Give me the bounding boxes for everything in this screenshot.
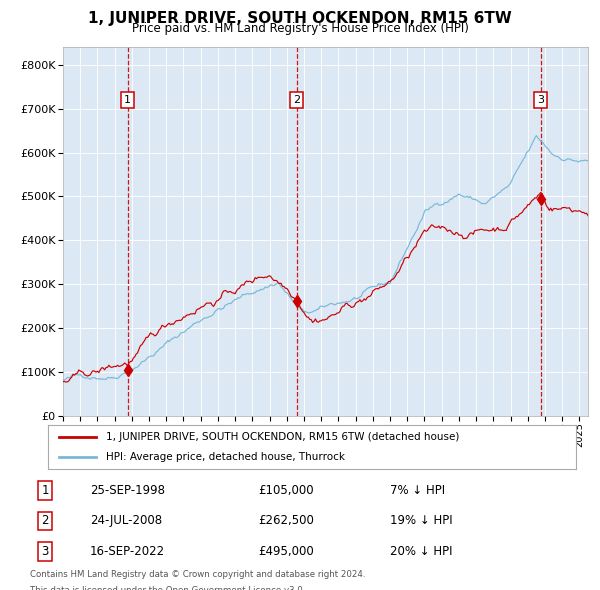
Text: Contains HM Land Registry data © Crown copyright and database right 2024.: Contains HM Land Registry data © Crown c… [30, 570, 365, 579]
Text: 1, JUNIPER DRIVE, SOUTH OCKENDON, RM15 6TW: 1, JUNIPER DRIVE, SOUTH OCKENDON, RM15 6… [88, 11, 512, 25]
Text: £495,000: £495,000 [258, 545, 314, 558]
Text: 25-SEP-1998: 25-SEP-1998 [90, 484, 165, 497]
Text: 2: 2 [41, 514, 49, 527]
Text: Price paid vs. HM Land Registry's House Price Index (HPI): Price paid vs. HM Land Registry's House … [131, 22, 469, 35]
Text: 3: 3 [41, 545, 49, 558]
Text: £262,500: £262,500 [258, 514, 314, 527]
Text: This data is licensed under the Open Government Licence v3.0.: This data is licensed under the Open Gov… [30, 586, 305, 590]
Text: 1: 1 [124, 95, 131, 105]
Text: 19% ↓ HPI: 19% ↓ HPI [390, 514, 452, 527]
Text: 1, JUNIPER DRIVE, SOUTH OCKENDON, RM15 6TW (detached house): 1, JUNIPER DRIVE, SOUTH OCKENDON, RM15 6… [106, 432, 460, 442]
Text: 1: 1 [41, 484, 49, 497]
Text: 7% ↓ HPI: 7% ↓ HPI [390, 484, 445, 497]
Text: 20% ↓ HPI: 20% ↓ HPI [390, 545, 452, 558]
Text: 16-SEP-2022: 16-SEP-2022 [90, 545, 165, 558]
Text: HPI: Average price, detached house, Thurrock: HPI: Average price, detached house, Thur… [106, 452, 345, 462]
Text: 3: 3 [537, 95, 544, 105]
Text: £105,000: £105,000 [258, 484, 314, 497]
Text: 2: 2 [293, 95, 301, 105]
Text: 24-JUL-2008: 24-JUL-2008 [90, 514, 162, 527]
